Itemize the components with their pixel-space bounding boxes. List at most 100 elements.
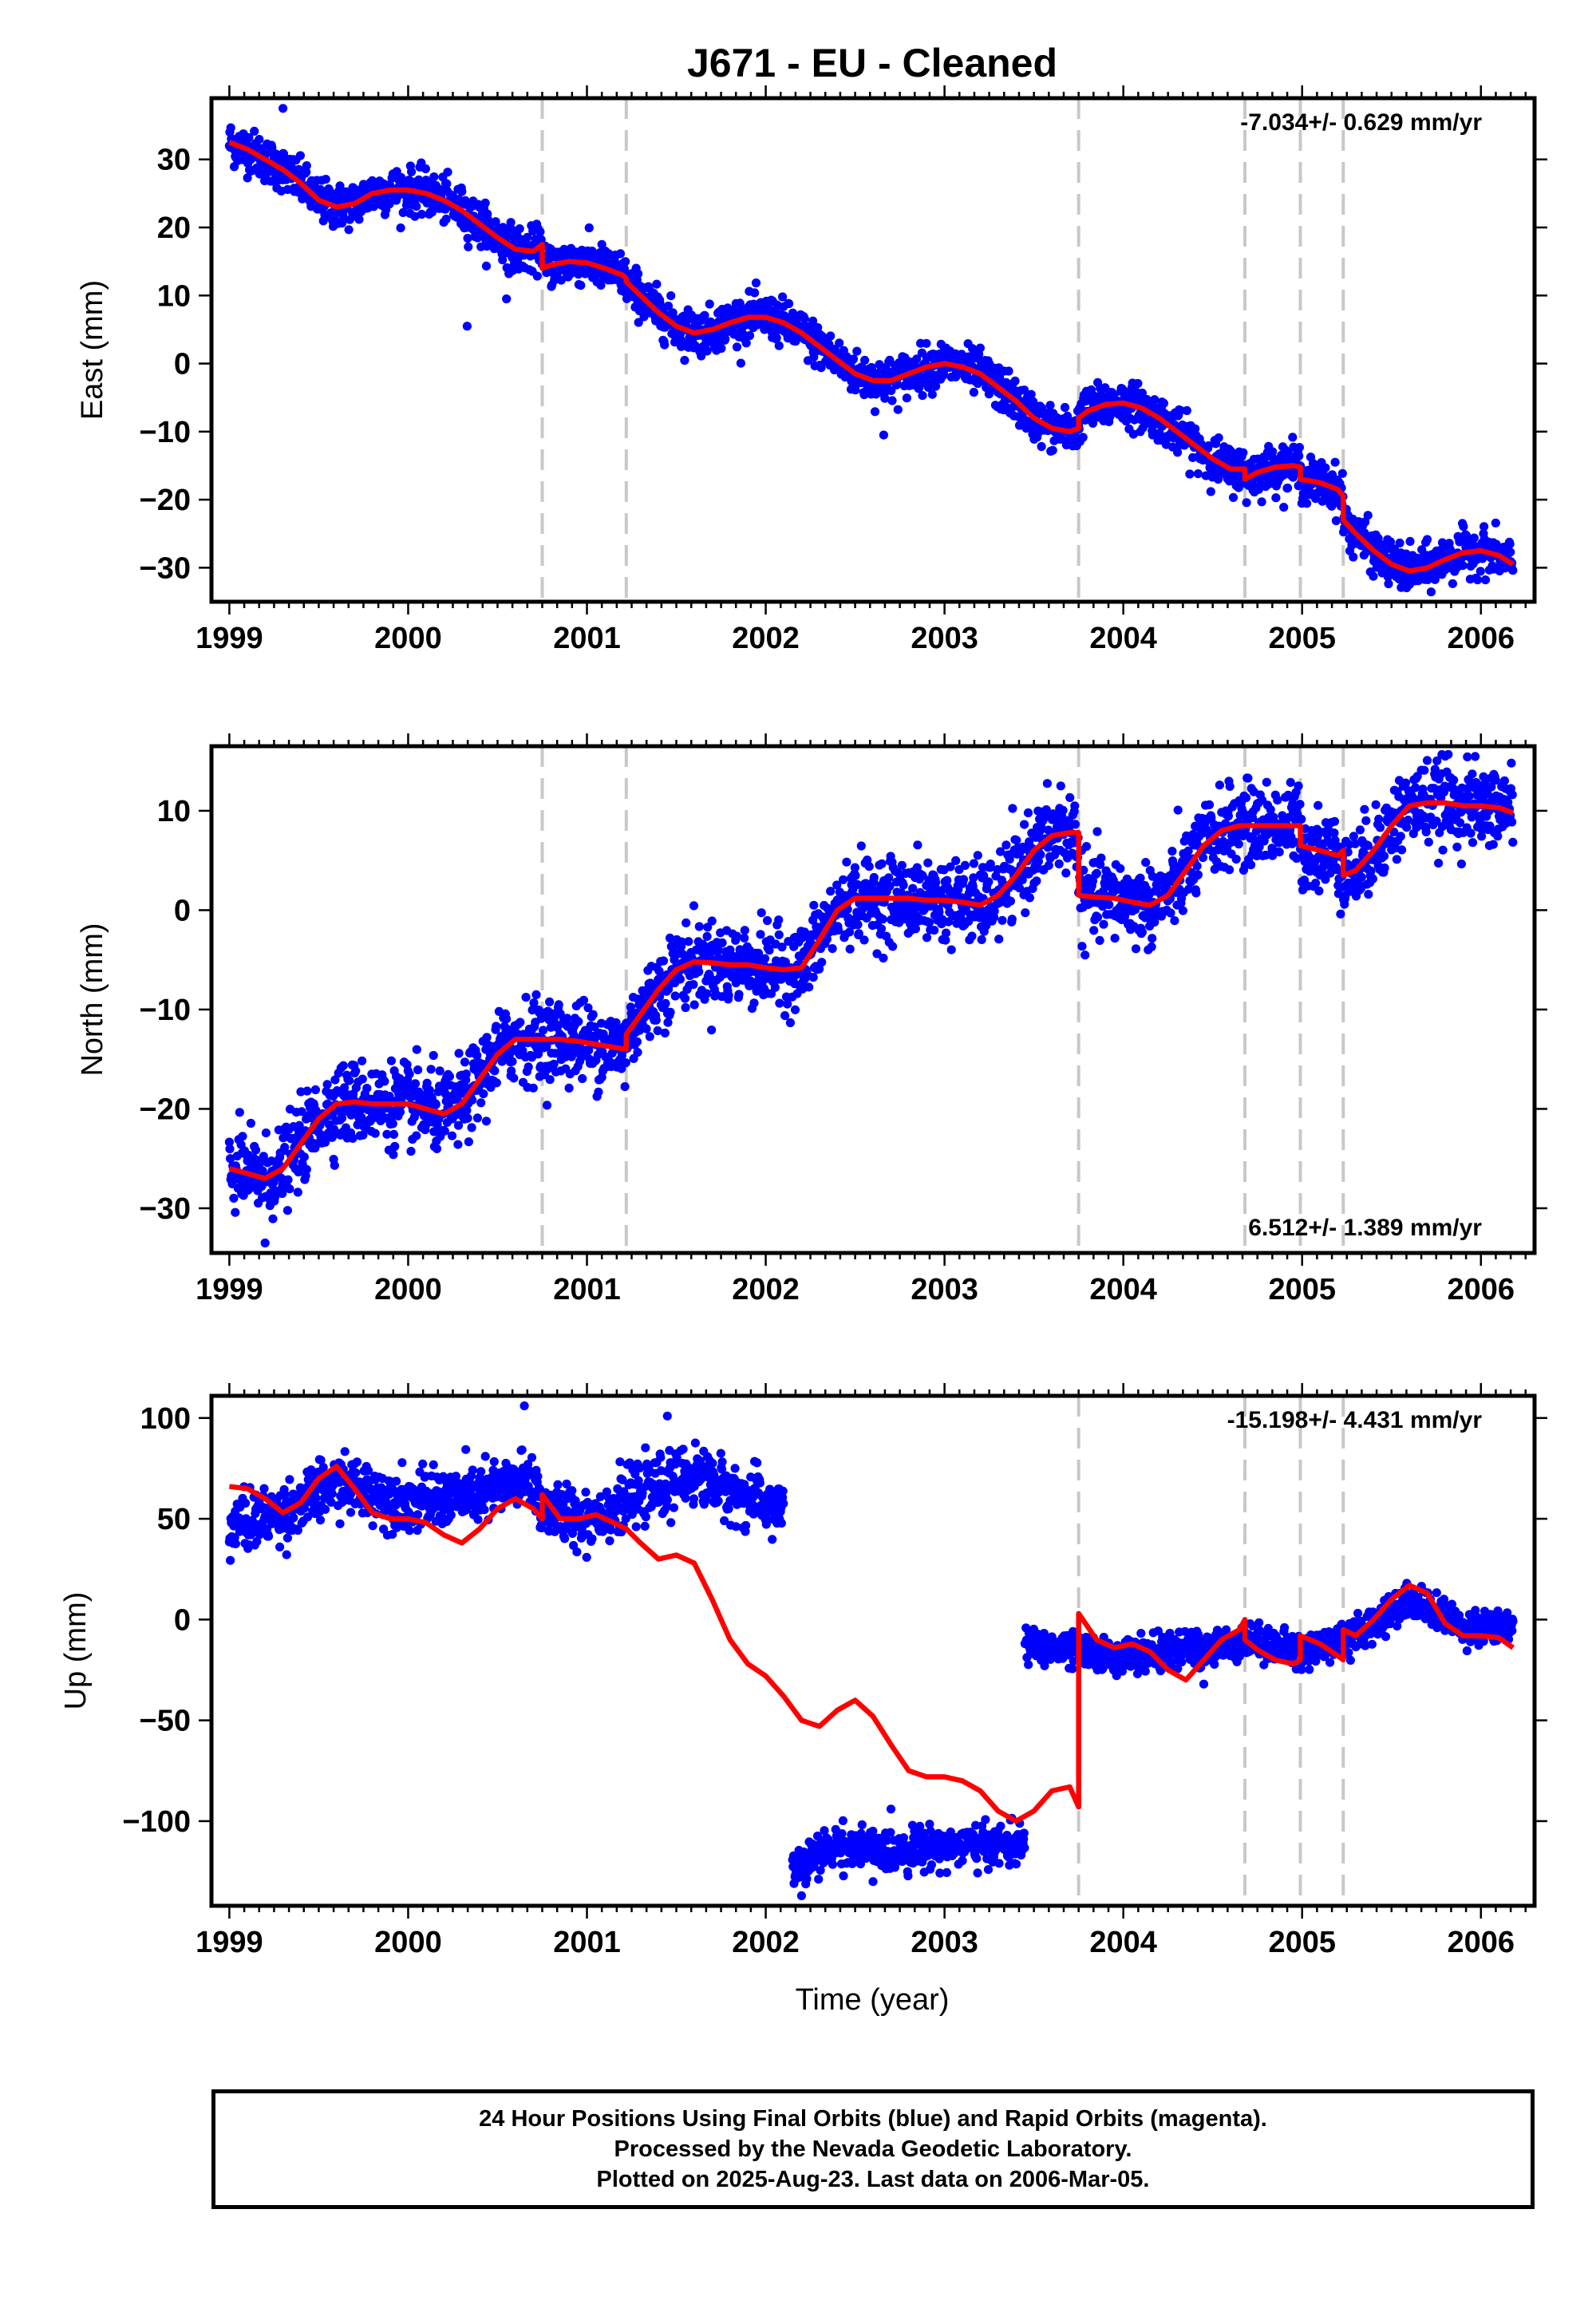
north-data-point [1079,865,1088,875]
north-data-point [348,1133,358,1143]
north-data-point [1294,781,1303,791]
east-data-point [1078,433,1088,442]
east-data-point [621,257,630,267]
east-data-point [410,211,420,221]
north-data-point [899,880,908,890]
north-data-point [681,918,691,927]
north-data-point [1061,868,1071,878]
north-data-point [1241,793,1251,803]
north-data-point [468,1095,477,1105]
north-data-point [453,1120,464,1130]
east-rate-label: -7.034+/- 0.629 mm/yr [1240,109,1482,136]
north-data-point [913,840,922,850]
east-data-point [887,385,896,395]
north-data-point [1089,926,1099,935]
north-data-point [1147,942,1156,951]
north-data-point [1295,800,1305,809]
east-data-point [813,322,823,333]
north-data-point [563,1014,572,1023]
north-data-point [1325,868,1335,878]
east-x-tick-label: 2002 [732,622,800,655]
north-data-point [620,1082,630,1092]
north-data-point [507,1066,516,1076]
north-data-point [389,1150,398,1160]
north-data-point [370,1128,380,1138]
east-data-point [791,336,800,346]
east-data-point [1473,575,1483,585]
north-data-point [658,956,669,966]
east-data-point [1213,475,1223,484]
north-data-point [713,945,723,954]
east-data-point [880,393,890,403]
north-data-point [1110,934,1120,943]
east-data-point [279,104,288,113]
north-data-point [756,930,765,939]
north-data-point [545,1075,555,1085]
east-data-point [912,354,922,364]
east-data-point [1349,552,1358,562]
north-data-point [1166,908,1175,918]
east-data-point [615,249,626,259]
east-data-point [1369,571,1378,581]
north-data-point [764,946,774,955]
north-data-point [583,1003,593,1013]
north-data-point [1311,879,1321,888]
north-data-point [297,1107,306,1117]
north-data-point [413,1065,423,1075]
north-data-point [1234,840,1243,849]
north-data-point [444,1072,455,1081]
east-data-point [652,279,662,289]
north-data-point [808,973,818,982]
east-data-point [697,351,706,361]
east-data-point [412,202,421,211]
east-data-point [1234,483,1243,492]
north-data-point [280,1143,290,1152]
east-data-point [1476,567,1485,576]
north-data-point [979,871,989,880]
north-data-point [1329,828,1339,838]
east-data-point [717,343,726,354]
east-data-point [335,181,345,191]
north-data-point [412,1045,421,1054]
north-data-point [977,935,986,944]
east-data-point [721,334,730,344]
north-data-point [958,875,969,884]
east-data-point [995,373,1005,383]
north-data-point [405,1069,414,1079]
north-data-point [967,931,977,941]
north-data-point [923,858,933,868]
north-data-point [588,1010,598,1019]
north-data-point [1025,893,1034,903]
north-data-point [246,1118,255,1128]
north-data-point [912,863,922,872]
north-data-point [734,990,744,999]
east-data-point [398,207,408,217]
east-data-point [1382,544,1392,554]
north-data-point [732,931,742,941]
east-data-point [396,223,405,233]
north-data-point [832,880,842,890]
east-x-tick-label: 2006 [1448,622,1515,655]
north-data-point [1001,840,1011,850]
north-data-point [476,1098,486,1108]
east-plot-frame [209,96,1537,604]
east-data-point [1288,433,1298,442]
east-data-point [1459,522,1468,532]
north-data-point [1008,804,1017,813]
north-data-point [740,933,749,943]
north-data-point [382,1129,392,1139]
north-data-point [783,999,792,1009]
east-data-point [1458,561,1468,571]
east-data-point [1037,441,1046,452]
east-data-point [1020,385,1029,395]
north-data-point [321,1137,330,1147]
east-data-point [922,338,931,348]
north-data-point [1292,853,1302,864]
north-data-point [864,862,874,871]
east-model-curve [228,140,1515,574]
north-data-point [549,1059,559,1069]
north-data-point [338,1061,348,1070]
north-data-point [472,1051,482,1061]
east-data-point [705,299,714,309]
east-data-point [1363,511,1373,520]
